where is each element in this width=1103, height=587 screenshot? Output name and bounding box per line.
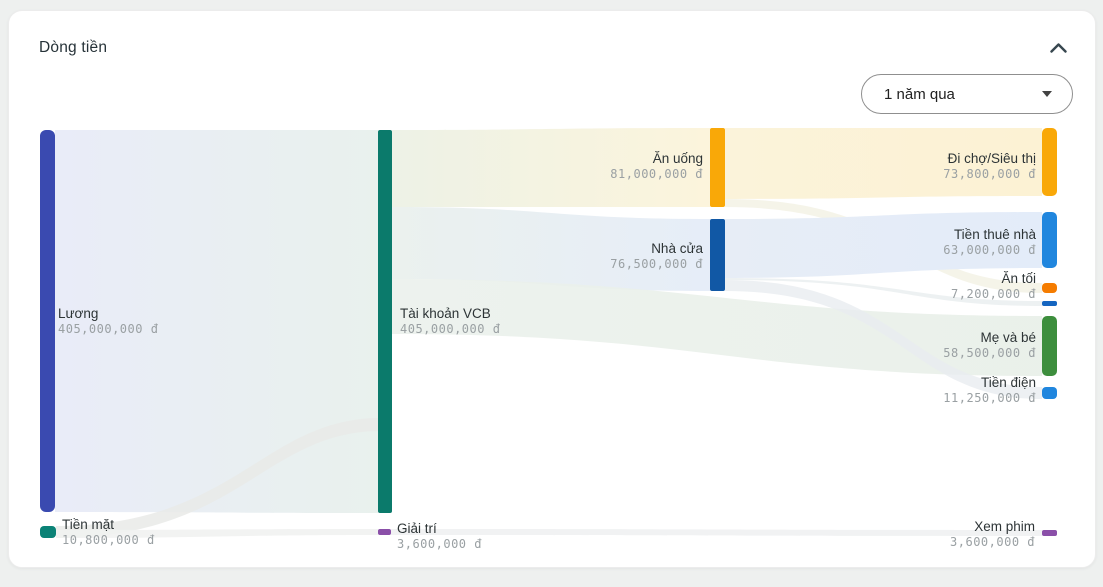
flow-giai-tri-xem-phim [391, 529, 1042, 536]
node-label-luong: Lương 405,000,000 đ [58, 306, 159, 336]
flow-nha-cua-tien-dien [725, 280, 1042, 399]
node-label-tien-mat: Tiền mặt 10,800,000 đ [62, 517, 155, 547]
flow-vcb-nha-cua [392, 207, 710, 291]
chevron-up-icon [1050, 43, 1067, 53]
card-title: Dòng tiền [39, 39, 108, 56]
flow-tien-mat-giai-tri [56, 529, 378, 538]
flow-vcb-an-uong [392, 128, 710, 207]
flow-tien-mat-vcb [56, 418, 378, 538]
node-bar-an-uong[interactable] [710, 128, 725, 207]
node-bar-di-cho[interactable] [1042, 128, 1057, 196]
card-header: Dòng tiền [39, 39, 1071, 57]
node-bar-tien-dien[interactable] [1042, 387, 1057, 399]
sankey-flows [55, 128, 1042, 538]
node-bar-small-unlabeled[interactable] [1042, 301, 1057, 306]
node-label-xem-phim: Xem phim 3,600,000 đ [950, 519, 1035, 549]
node-label-di-cho: Đi chợ/Siêu thị 73,800,000 đ [943, 151, 1036, 181]
node-label-giai-tri: Giải trí 3,600,000 đ [397, 521, 482, 551]
flow-vcb-me-va-be [392, 279, 1042, 376]
flow-nha-cua-thue-nha [725, 212, 1042, 278]
node-bar-tien-mat[interactable] [40, 526, 56, 538]
node-label-vcb: Tài khoản VCB 405,000,000 đ [400, 306, 501, 336]
period-dropdown-value: 1 năm qua [884, 85, 955, 103]
node-label-tien-dien: Tiền điện 11,250,000 đ [943, 375, 1036, 405]
caret-down-icon [1042, 91, 1052, 97]
node-bar-nha-cua[interactable] [710, 219, 725, 291]
node-bar-giai-tri[interactable] [378, 529, 391, 535]
node-label-thue-nha: Tiền thuê nhà 63,000,000 đ [943, 227, 1036, 257]
node-label-nha-cua: Nhà cửa 76,500,000 đ [610, 241, 703, 271]
node-label-me-va-be: Mẹ và bé 58,500,000 đ [943, 330, 1036, 360]
node-bar-thue-nha[interactable] [1042, 212, 1057, 268]
node-label-an-toi: Ăn tối 7,200,000 đ [951, 271, 1036, 301]
node-bar-luong[interactable] [40, 130, 55, 512]
node-label-an-uong: Ăn uống 81,000,000 đ [610, 151, 703, 181]
node-bar-xem-phim[interactable] [1042, 530, 1057, 536]
flow-luong-vcb [55, 130, 378, 513]
sankey-nodes [40, 128, 1057, 538]
period-dropdown[interactable]: 1 năm qua [861, 74, 1073, 114]
node-bar-vcb[interactable] [378, 130, 392, 513]
node-bar-an-toi[interactable] [1042, 283, 1057, 293]
flow-an-uong-di-cho [725, 128, 1042, 199]
collapse-button[interactable] [1046, 39, 1071, 57]
node-bar-me-va-be[interactable] [1042, 316, 1057, 376]
flow-an-uong-an-toi [725, 199, 1042, 293]
flow-nha-cua-unlabeled [725, 278, 1042, 306]
